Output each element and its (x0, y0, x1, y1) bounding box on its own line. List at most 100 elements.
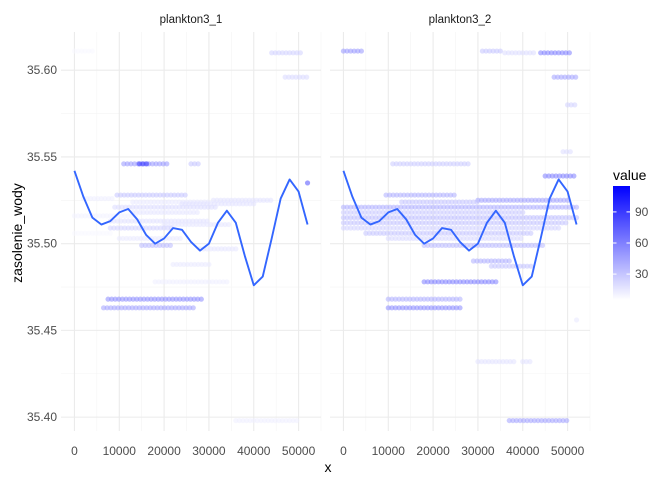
data-point (294, 417, 300, 424)
data-point (435, 296, 442, 302)
data-point (434, 220, 440, 226)
data-point (512, 209, 519, 216)
data-point (453, 242, 460, 248)
data-point (556, 204, 562, 210)
data-point (100, 230, 106, 236)
data-point (469, 209, 476, 216)
data-point (188, 279, 194, 285)
data-point (293, 74, 299, 80)
data-point (441, 215, 447, 221)
data-point (143, 225, 149, 231)
data-point (480, 220, 486, 226)
data-point (186, 221, 192, 228)
data-point (487, 220, 494, 226)
data-point (440, 192, 447, 198)
data-point (415, 161, 421, 167)
data-point (400, 161, 407, 167)
data-point (534, 225, 540, 231)
data-point (566, 50, 572, 56)
data-point (552, 215, 558, 221)
data-point (495, 204, 501, 210)
data-point (408, 161, 414, 167)
data-point (380, 209, 386, 216)
data-point (499, 258, 505, 264)
data-point (569, 74, 575, 80)
data-point (478, 279, 485, 285)
data-point (498, 209, 504, 216)
data-point (397, 192, 403, 198)
data-point (431, 199, 437, 205)
data-point (164, 192, 170, 198)
data-point (457, 305, 463, 311)
data-point (183, 209, 190, 216)
x-tick-label: 20000 (416, 444, 450, 458)
data-point (89, 48, 95, 54)
data-point (398, 204, 404, 210)
data-point (376, 209, 382, 216)
data-point (394, 215, 400, 221)
data-point (144, 209, 150, 216)
data-point (206, 261, 212, 268)
data-point (164, 161, 170, 167)
data-point (435, 305, 442, 311)
data-point (520, 225, 526, 231)
data-point (355, 220, 361, 226)
data-point (104, 230, 110, 236)
data-point (139, 242, 145, 248)
data-point (421, 235, 427, 242)
data-point (509, 209, 515, 216)
data-point (474, 199, 480, 205)
data-point (455, 220, 461, 226)
data-point (397, 161, 403, 167)
data-point (109, 296, 115, 302)
data-point (411, 161, 417, 167)
data-point (134, 296, 140, 302)
data-point (466, 225, 472, 231)
data-point (387, 220, 393, 226)
data-point (435, 279, 442, 285)
data-point (444, 204, 451, 210)
data-point (130, 204, 136, 210)
data-point (340, 48, 347, 54)
data-point (417, 296, 424, 302)
data-point (276, 50, 282, 56)
data-point (492, 258, 498, 264)
data-point (471, 235, 477, 242)
data-point (160, 242, 166, 248)
data-point (137, 199, 143, 205)
data-point (505, 220, 512, 226)
data-point (499, 230, 505, 236)
data-point (523, 359, 529, 365)
data-point (212, 204, 218, 210)
data-point (200, 221, 207, 228)
data-point (202, 279, 208, 285)
data-point (82, 213, 88, 219)
data-point (114, 192, 120, 198)
data-point (198, 296, 204, 302)
data-point (384, 230, 390, 236)
data-point (104, 305, 110, 311)
data-point (391, 225, 397, 231)
data-point (468, 242, 474, 248)
data-point (135, 192, 142, 198)
data-point (211, 246, 217, 252)
data-point (446, 279, 452, 285)
data-point (534, 220, 540, 226)
data-point (240, 201, 246, 207)
data-point (496, 359, 503, 365)
data-point (406, 199, 412, 205)
data-point (187, 204, 193, 210)
data-point (506, 258, 512, 264)
data-point (520, 204, 526, 210)
data-point (289, 74, 295, 80)
data-point (550, 197, 556, 203)
data-point (115, 204, 121, 210)
data-point (104, 213, 110, 219)
data-point (140, 199, 147, 205)
data-point (147, 225, 153, 231)
data-point (365, 225, 372, 231)
data-point (179, 305, 186, 311)
data-point (504, 197, 510, 203)
data-point (412, 215, 418, 221)
data-point (136, 161, 143, 167)
